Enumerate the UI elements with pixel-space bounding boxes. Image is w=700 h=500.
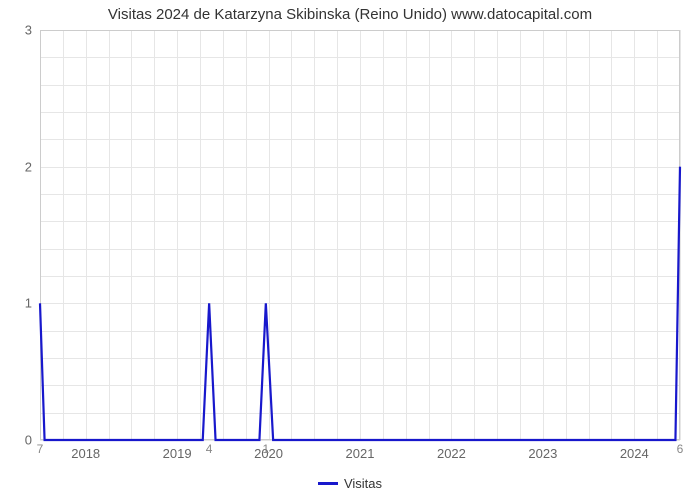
x-tick-label: 2022 xyxy=(437,446,466,461)
x-tick-label: 2019 xyxy=(163,446,192,461)
y-tick-label: 0 xyxy=(25,433,32,448)
data-point-label: 4 xyxy=(206,442,213,456)
legend: Visitas xyxy=(0,475,700,491)
y-tick-label: 2 xyxy=(25,159,32,174)
data-point-label: 7 xyxy=(37,442,44,456)
plot-area: 012320182019202020212022202320247416 xyxy=(40,30,680,440)
y-tick-label: 3 xyxy=(25,23,32,38)
x-tick-label: 2023 xyxy=(528,446,557,461)
y-tick-label: 1 xyxy=(25,296,32,311)
visitas-line xyxy=(40,167,680,440)
x-tick-label: 2021 xyxy=(346,446,375,461)
data-point-label: 1 xyxy=(262,442,269,456)
x-tick-label: 2024 xyxy=(620,446,649,461)
legend-swatch xyxy=(318,482,338,485)
legend-label: Visitas xyxy=(344,476,382,491)
line-series xyxy=(40,30,680,440)
x-tick-label: 2018 xyxy=(71,446,100,461)
gridline-v xyxy=(680,30,681,440)
data-point-label: 6 xyxy=(677,442,684,456)
chart-container: Visitas 2024 de Katarzyna Skibinska (Rei… xyxy=(0,0,700,500)
chart-title: Visitas 2024 de Katarzyna Skibinska (Rei… xyxy=(0,6,700,23)
